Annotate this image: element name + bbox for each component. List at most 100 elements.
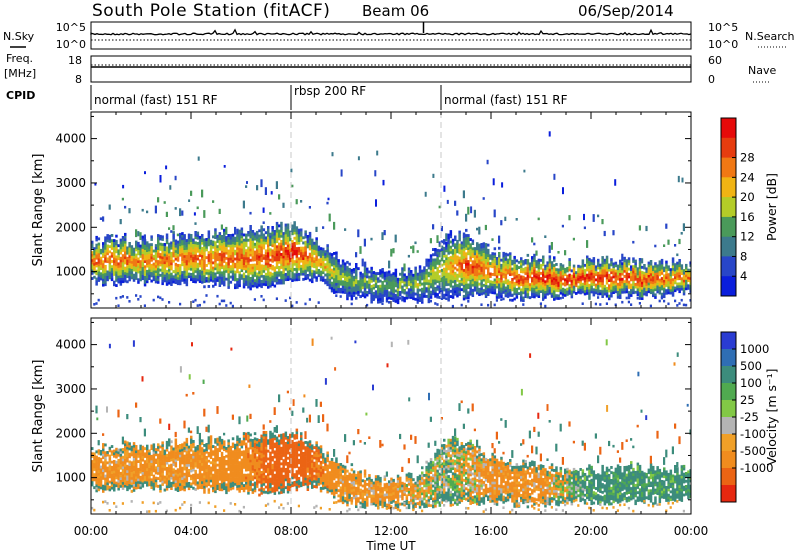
heatmap-cell	[225, 269, 228, 273]
heatmap-cell	[381, 294, 384, 297]
heatmap-cell	[135, 248, 138, 252]
heatmap-cell	[262, 236, 266, 239]
heatmap-cell	[247, 254, 250, 258]
heatmap-cell	[258, 283, 261, 287]
heatmap-cell	[152, 273, 156, 276]
heatmap-cell	[159, 175, 162, 183]
heatmap-cell	[227, 262, 230, 266]
heatmap-cell	[388, 270, 391, 274]
heatmap-cell	[165, 264, 169, 268]
heatmap-cell	[113, 239, 116, 242]
heatmap-cell	[460, 249, 464, 253]
heatmap-cell	[480, 303, 483, 306]
heatmap-cell	[447, 272, 450, 276]
heatmap-cell	[460, 264, 464, 268]
heatmap-cell	[506, 258, 510, 262]
heatmap-cell	[194, 262, 197, 266]
heatmap-cell	[108, 509, 111, 512]
heatmap-cell	[414, 277, 417, 280]
heatmap-cell	[135, 463, 138, 467]
heatmap-cell	[260, 228, 263, 231]
heatmap-cell	[533, 272, 536, 275]
heatmap-cell	[260, 280, 263, 283]
heatmap-cell	[467, 293, 470, 297]
heatmap-cell	[148, 467, 151, 471]
heatmap-cell	[328, 252, 332, 256]
heatmap-cell	[262, 228, 266, 232]
heatmap-cell	[502, 259, 505, 263]
heatmap-cell	[229, 260, 233, 263]
cpid-label: CPID	[6, 89, 35, 102]
heatmap-cell	[471, 239, 475, 243]
heatmap-cell	[106, 278, 109, 282]
heatmap-cell	[627, 262, 631, 266]
heatmap-cell	[176, 470, 180, 474]
heatmap-cell	[245, 241, 248, 245]
heatmap-cell	[163, 478, 167, 482]
heatmap-cell	[630, 283, 633, 287]
heatmap-cell	[91, 478, 94, 482]
heatmap-cell	[482, 255, 486, 259]
heatmap-cell	[533, 242, 536, 246]
heatmap-cell	[509, 254, 512, 258]
heatmap-cell	[150, 462, 153, 466]
heatmap-cell	[93, 265, 96, 269]
heatmap-cell	[425, 295, 428, 298]
heatmap-cell	[240, 232, 244, 236]
heatmap-cell	[484, 292, 488, 296]
heatmap-cell	[330, 255, 334, 259]
heatmap-cell	[641, 276, 644, 280]
heatmap-cell	[269, 248, 272, 252]
heatmap-cell	[368, 283, 371, 287]
heatmap-cell	[165, 440, 169, 444]
heatmap-cell	[267, 257, 270, 261]
heatmap-cell	[333, 265, 336, 268]
heatmap-cell	[163, 462, 167, 466]
heatmap-cell	[106, 244, 109, 248]
heatmap-cell	[108, 268, 112, 272]
heatmap-cell	[533, 287, 536, 291]
heatmap-cell	[577, 290, 580, 294]
heatmap-cell	[493, 278, 497, 282]
heatmap-cell	[91, 467, 94, 471]
heatmap-cell	[159, 245, 162, 249]
heatmap-cell	[157, 265, 160, 269]
heatmap-cell	[436, 274, 439, 278]
heatmap-cell	[339, 280, 343, 283]
heatmap-cell	[99, 259, 103, 263]
heatmap-cell	[236, 236, 239, 240]
heatmap-cell	[658, 270, 662, 274]
heatmap-cell	[392, 248, 395, 254]
heatmap-cell	[181, 237, 184, 241]
heatmap-cell	[539, 279, 543, 283]
heatmap-cell	[324, 250, 327, 254]
heatmap-cell	[493, 209, 496, 218]
heatmap-cell	[174, 443, 178, 447]
heatmap-cell	[625, 274, 629, 278]
heatmap-cell	[291, 232, 294, 236]
heatmap-cell	[500, 289, 503, 293]
heatmap-cell	[366, 303, 369, 307]
heatmap-cell	[350, 284, 354, 288]
heatmap-cell	[108, 480, 112, 484]
heatmap-cell	[546, 287, 549, 291]
heatmap-cell	[253, 242, 257, 246]
heatmap-cell	[198, 241, 202, 244]
heatmap-cell	[460, 272, 464, 276]
heatmap-cell	[392, 293, 395, 296]
heatmap-cell	[456, 273, 459, 277]
heatmap-cell	[592, 257, 596, 260]
heatmap-cell	[599, 289, 602, 293]
heatmap-cell	[500, 298, 503, 301]
heatmap-cell	[273, 230, 277, 233]
heatmap-cell	[187, 233, 191, 237]
heatmap-cell	[528, 288, 532, 292]
heatmap-cell	[502, 297, 505, 301]
heatmap-cell	[665, 265, 668, 269]
heatmap-cell	[113, 470, 116, 474]
heatmap-cell	[275, 221, 279, 225]
heatmap-cell	[273, 243, 277, 246]
heatmap-cell	[207, 243, 211, 247]
heatmap-cell	[270, 191, 273, 195]
heatmap-cell	[326, 280, 329, 284]
